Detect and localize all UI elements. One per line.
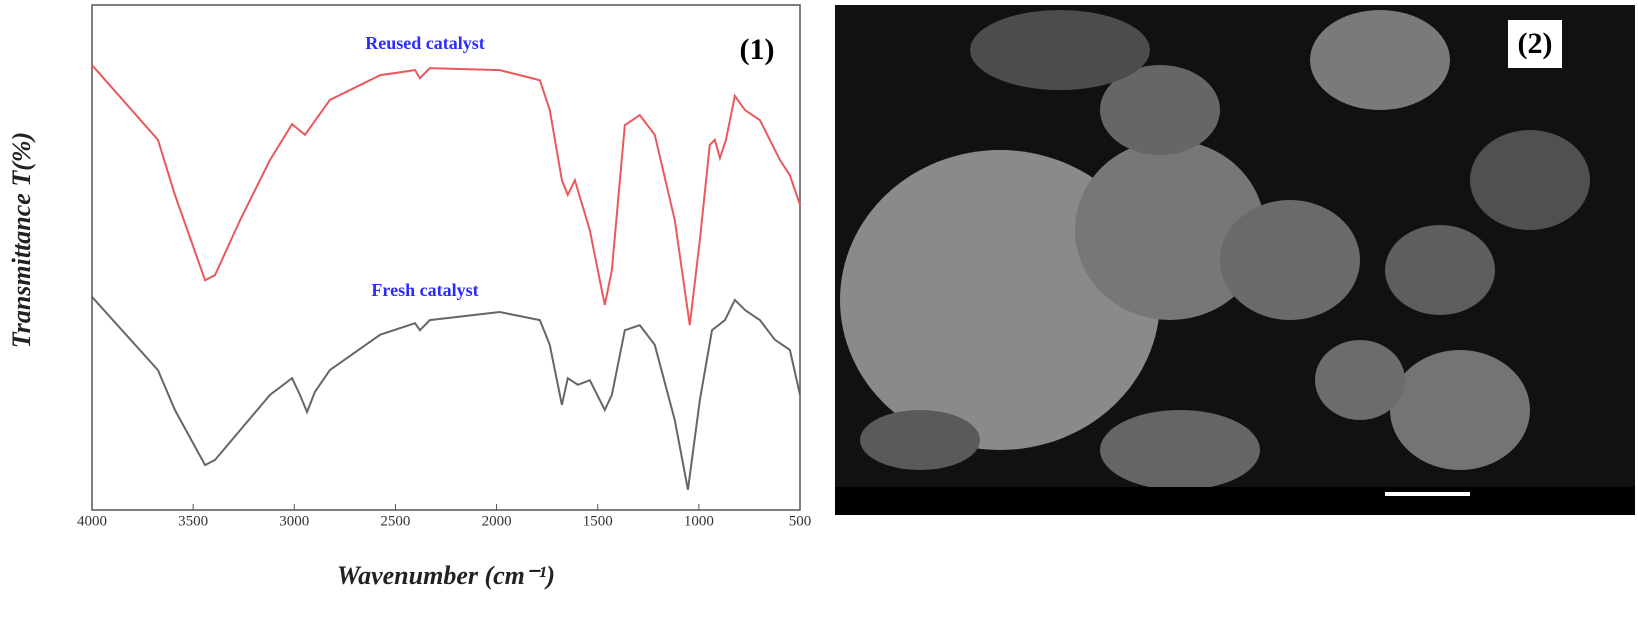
y-axis-title: Transmittance T(%) [7,132,36,348]
series-line [91,296,801,490]
x-tick-label: 4000 [77,513,107,529]
x-tick-label: 3000 [279,513,309,529]
series-label: Reused catalyst [365,33,485,53]
panel-label: (2) [1518,27,1553,60]
x-tick-label: 1000 [684,513,714,529]
sem-image: (2) [835,5,1635,515]
x-tick-label: 2500 [380,513,410,529]
series-line [91,64,801,326]
plot-frame [91,4,801,511]
x-tick-label: 2000 [482,513,512,529]
x-tick-label: 500 [789,513,812,529]
panel-label: (1) [740,33,775,66]
x-tick-label: 3500 [178,513,208,529]
series-label: Fresh catalyst [371,280,478,300]
x-axis-title: Wavenumber (cm⁻¹) [337,561,555,590]
x-tick-label: 1500 [583,513,613,529]
